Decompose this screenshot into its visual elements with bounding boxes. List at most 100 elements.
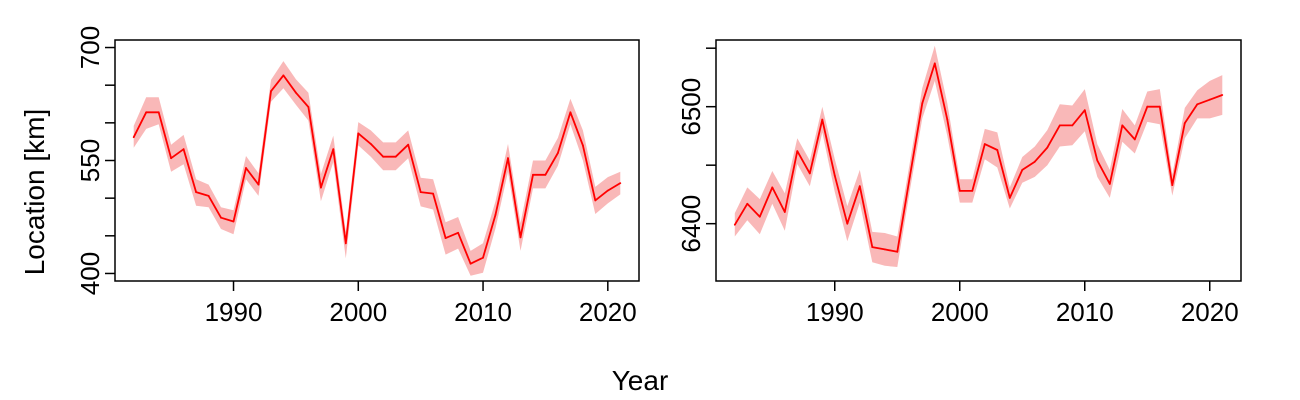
left-data-point: [444, 237, 447, 240]
right-data-point: [1108, 183, 1111, 185]
right-data-point: [746, 202, 749, 205]
left-data-point: [295, 91, 297, 94]
right-data-point: [1158, 105, 1161, 108]
left-y-tick-label: 550: [75, 139, 105, 182]
right-x-tick-label: 2020: [1181, 297, 1239, 327]
right-data-point: [1033, 160, 1036, 163]
left-data-point: [270, 90, 272, 93]
right-data-point: [1146, 105, 1149, 108]
left-data-point: [382, 155, 385, 158]
right-data-point: [1208, 98, 1211, 101]
left-data-point: [282, 74, 285, 77]
right-data-point: [971, 190, 974, 192]
right-data-point: [783, 211, 786, 213]
left-data-point: [394, 155, 397, 158]
right-plot-frame: [715, 39, 1242, 282]
left-series-line: [132, 74, 621, 265]
right-data-point: [808, 172, 811, 175]
left-data-point: [369, 143, 372, 145]
left-data-point: [519, 236, 522, 239]
left-x-tick-label: 1990: [205, 297, 263, 327]
right-x-tick-label: 2010: [1056, 297, 1114, 327]
left-data-point: [507, 157, 509, 160]
right-data-point: [1046, 146, 1049, 149]
left-data-point: [207, 195, 210, 197]
left-data-point: [132, 136, 135, 139]
left-data-point: [157, 111, 160, 114]
left-data-point: [245, 167, 247, 169]
right-data-point: [1058, 124, 1061, 127]
right-data-point: [883, 248, 886, 251]
right-y-tick-label: 6400: [676, 195, 706, 253]
right-data-point: [846, 222, 849, 225]
left-data-point: [494, 213, 497, 216]
left-data-point: [482, 256, 484, 259]
left-data-point: [557, 152, 559, 154]
x-axis-title: Year: [612, 365, 669, 396]
right-data-point: [946, 118, 949, 121]
right-x-tick-label: 1990: [806, 297, 864, 327]
left-x-tick-label: 2020: [579, 297, 637, 327]
right-data-point: [1096, 159, 1099, 162]
left-y-tick-label: 700: [75, 26, 105, 69]
left-data-point: [619, 182, 622, 185]
right-data-point: [1021, 169, 1024, 171]
left-data-point: [307, 106, 310, 108]
right-data-point: [921, 102, 924, 105]
right-x-tick-label: 2000: [931, 297, 989, 327]
left-x-tick-label: 2000: [329, 297, 387, 327]
right-data-point: [1183, 122, 1186, 124]
right-data-point: [996, 149, 999, 151]
right-data-point: [771, 186, 774, 189]
right-panel: 1990 2000 2010 2020 6400 6500: [676, 39, 1242, 327]
left-data-point: [544, 173, 547, 176]
left-data-point: [569, 111, 572, 114]
left-data-point: [532, 173, 534, 176]
left-data-point: [320, 186, 322, 189]
right-data-point: [796, 150, 799, 153]
right-data-point: [983, 143, 986, 146]
right-data-point: [858, 185, 861, 188]
left-x-tick-label: 2010: [454, 297, 512, 327]
right-data-point: [1221, 94, 1224, 96]
left-data-point: [220, 216, 222, 219]
right-data-point: [1133, 138, 1136, 141]
left-panel: 1990 2000 2010 2020 400 550 700: [75, 26, 640, 327]
left-data-point: [344, 242, 347, 245]
right-data-point: [896, 250, 899, 253]
left-data-point: [357, 132, 360, 135]
right-data-point: [1171, 184, 1174, 187]
left-data-point: [469, 262, 472, 265]
left-data-point: [457, 231, 459, 234]
right-data-point: [821, 118, 824, 121]
right-data-point: [833, 174, 836, 177]
left-data-point: [606, 189, 609, 192]
right-data-point: [958, 190, 961, 192]
right-data-point: [1196, 103, 1199, 106]
right-data-point: [933, 62, 936, 65]
left-data-point: [145, 111, 148, 114]
right-data-point: [733, 223, 736, 226]
right-data-point: [1008, 197, 1011, 199]
right-data-point: [871, 246, 874, 249]
right-data-point: [1071, 124, 1074, 127]
left-data-point: [419, 191, 422, 194]
left-data-point: [332, 148, 335, 151]
left-data-point: [195, 191, 198, 194]
right-data-point: [1121, 124, 1124, 127]
right-series-line: [734, 62, 1223, 253]
y-axis-title: Location [km]: [19, 109, 50, 276]
left-data-point: [407, 143, 410, 146]
left-data-point: [432, 192, 434, 195]
right-confidence-band: [734, 45, 1223, 267]
left-data-point: [582, 144, 584, 147]
left-data-point: [170, 157, 173, 160]
right-y-tick-label: 6500: [676, 78, 706, 136]
left-data-point: [232, 220, 235, 223]
right-data-point: [908, 176, 911, 178]
left-data-point: [257, 183, 260, 186]
left-confidence-band: [133, 61, 621, 276]
left-data-point: [594, 199, 597, 202]
right-data-point: [758, 215, 761, 218]
